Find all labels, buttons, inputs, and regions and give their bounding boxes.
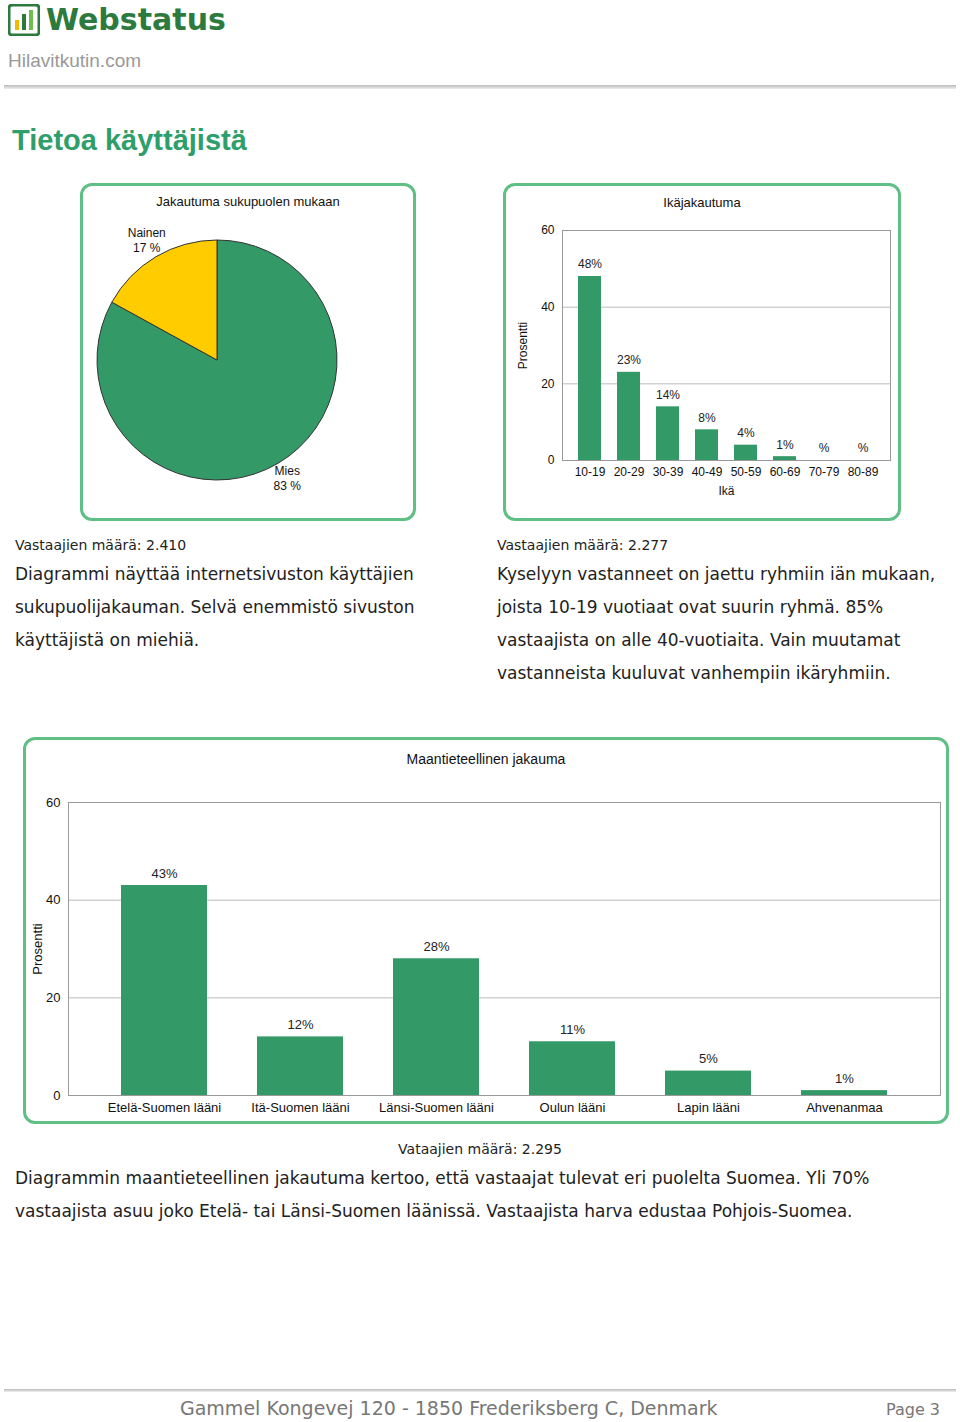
svg-text:43%: 43% bbox=[151, 866, 177, 881]
svg-text:40-49: 40-49 bbox=[692, 465, 723, 479]
svg-text:20-29: 20-29 bbox=[614, 465, 645, 479]
html-text:Kyselyyn vastanneet on jaettu: Kyselyyn vastanneet on jaettu ryhmiin iä… bbox=[497, 564, 936, 683]
svg-text:23%: 23% bbox=[617, 353, 641, 367]
svg-text:70-79: 70-79 bbox=[809, 465, 840, 479]
svg-text:Etelä-Suomen lääni: Etelä-Suomen lääni bbox=[108, 1100, 222, 1115]
svg-text:60: 60 bbox=[541, 223, 555, 237]
svg-text:20: 20 bbox=[46, 990, 60, 1005]
svg-text:Länsi-Suomen lääni: Länsi-Suomen lääni bbox=[379, 1100, 494, 1115]
svg-text:5%: 5% bbox=[699, 1051, 718, 1066]
svg-text:40: 40 bbox=[541, 300, 555, 314]
svg-text:1%: 1% bbox=[835, 1071, 854, 1086]
html-text:Ikäjakautuma: Ikäjakautuma bbox=[663, 195, 741, 210]
svg-text:0: 0 bbox=[53, 1088, 60, 1103]
svg-text:%: % bbox=[819, 441, 830, 455]
svg-text:Oulun lääni: Oulun lääni bbox=[540, 1100, 606, 1115]
svg-text:8%: 8% bbox=[698, 411, 716, 425]
html-text:Diagrammin maantieteellinen ja: Diagrammin maantieteellinen jakautuma ke… bbox=[15, 1168, 870, 1221]
html-text:Vataajien määrä: 2.295: Vataajien määrä: 2.295 bbox=[398, 1141, 562, 1157]
svg-text:0: 0 bbox=[548, 453, 555, 467]
html-text:Gammel Kongevej 120 - 1850 Fre: Gammel Kongevej 120 - 1850 Frederiksberg… bbox=[180, 1397, 718, 1419]
svg-text:4%: 4% bbox=[737, 426, 755, 440]
svg-text:10-19: 10-19 bbox=[575, 465, 606, 479]
html-text:Maantieteellinen jakauma: Maantieteellinen jakauma bbox=[406, 751, 566, 767]
svg-text:%: % bbox=[858, 441, 869, 455]
svg-text:50-59: 50-59 bbox=[731, 465, 762, 479]
svg-text:20: 20 bbox=[541, 377, 555, 391]
svg-text:Prosentti: Prosentti bbox=[30, 923, 45, 974]
svg-text:Itä-Suomen lääni: Itä-Suomen lääni bbox=[251, 1100, 349, 1115]
svg-text:Nainen17 %: Nainen17 % bbox=[128, 226, 166, 255]
svg-text:1%: 1% bbox=[776, 438, 794, 452]
svg-text:60-69: 60-69 bbox=[770, 465, 801, 479]
svg-text:12%: 12% bbox=[287, 1017, 313, 1032]
html-text:Tietoa käyttäjistä: Tietoa käyttäjistä bbox=[12, 124, 247, 156]
svg-text:40: 40 bbox=[46, 892, 60, 907]
svg-text:60: 60 bbox=[46, 795, 60, 810]
svg-text:Ahvenanmaa: Ahvenanmaa bbox=[806, 1100, 883, 1115]
svg-text:Prosentti: Prosentti bbox=[516, 322, 530, 369]
svg-text:Jakautuma sukupuolen mukaan: Jakautuma sukupuolen mukaan bbox=[156, 194, 340, 209]
html-text:Hilavitkutin.com: Hilavitkutin.com bbox=[8, 50, 141, 71]
svg-text:14%: 14% bbox=[656, 388, 680, 402]
svg-text:Mies83 %: Mies83 % bbox=[274, 464, 302, 493]
svg-text:28%: 28% bbox=[423, 939, 449, 954]
svg-text:11%: 11% bbox=[560, 1022, 585, 1037]
html-text:Page 3: Page 3 bbox=[886, 1400, 940, 1419]
html-text:Diagrammi näyttää internetsivu: Diagrammi näyttää internetsivuston käytt… bbox=[15, 564, 415, 650]
svg-text:48%: 48% bbox=[578, 257, 602, 271]
html-text:Vastaajien määrä: 2.277: Vastaajien määrä: 2.277 bbox=[497, 537, 669, 553]
html-text:Vastaajien määrä: 2.410: Vastaajien määrä: 2.410 bbox=[15, 537, 187, 553]
svg-text:80-89: 80-89 bbox=[848, 465, 879, 479]
svg-text:Lapin lääni: Lapin lääni bbox=[677, 1100, 740, 1115]
svg-text:Ikä: Ikä bbox=[718, 484, 734, 498]
html-text:Webstatus: Webstatus bbox=[46, 2, 226, 37]
svg-text:30-39: 30-39 bbox=[653, 465, 684, 479]
